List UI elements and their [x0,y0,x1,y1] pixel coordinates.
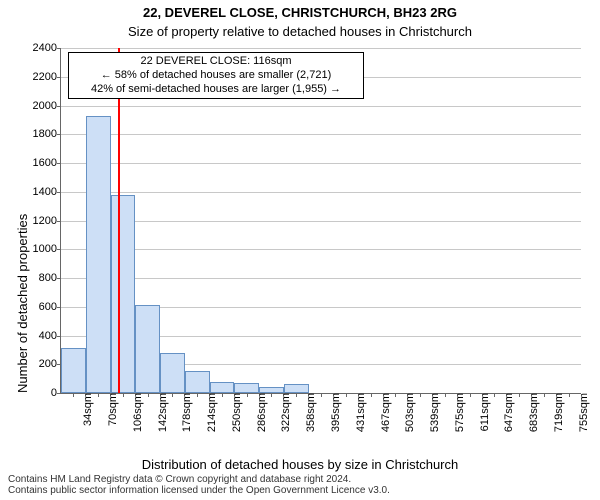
ytick-mark [57,393,61,394]
ytick-mark [57,192,61,193]
ytick-mark [57,77,61,78]
histogram-bar [185,371,210,393]
gridline [61,192,581,193]
xtick-label: 250sqm [227,393,243,432]
annotation-line3: 42% of semi-detached houses are larger (… [75,83,357,97]
xtick-mark [494,393,495,397]
gridline [61,249,581,250]
xtick-label: 683sqm [524,393,540,432]
gridline [61,134,581,135]
xtick-mark [123,393,124,397]
xtick-mark [321,393,322,397]
annotation-line2: ← 58% of detached houses are smaller (2,… [75,69,357,83]
xtick-mark [420,393,421,397]
xtick-mark [544,393,545,397]
xtick-mark [346,393,347,397]
xtick-mark [98,393,99,397]
histogram-bar [284,384,309,393]
xtick-mark [445,393,446,397]
y-axis-label: Number of detached properties [15,214,30,393]
histogram-bar [111,195,136,393]
xtick-mark [470,393,471,397]
ytick-mark [57,134,61,135]
xtick-label: 70sqm [103,393,119,426]
ytick-mark [57,278,61,279]
ytick-mark [57,336,61,337]
histogram-bar [61,348,86,393]
gridline [61,48,581,49]
xtick-label: 106sqm [128,393,144,432]
footer-line2: Contains public sector information licen… [8,485,390,496]
xtick-label: 395sqm [326,393,342,432]
xtick-label: 539sqm [425,393,441,432]
xtick-label: 286sqm [252,393,268,432]
ytick-mark [57,106,61,107]
xtick-mark [271,393,272,397]
xtick-label: 719sqm [549,393,565,432]
xtick-mark [172,393,173,397]
xtick-label: 431sqm [351,393,367,432]
xtick-label: 358sqm [301,393,317,432]
xtick-label: 647sqm [499,393,515,432]
histogram-bar [160,353,185,393]
gridline [61,221,581,222]
xtick-label: 611sqm [475,393,491,431]
ytick-mark [57,48,61,49]
xtick-label: 34sqm [78,393,94,426]
xtick-mark [222,393,223,397]
ytick-mark [57,221,61,222]
ytick-mark [57,307,61,308]
histogram-plot: 0200400600800100012001400160018002000220… [60,48,581,394]
page-subtitle: Size of property relative to detached ho… [0,24,600,39]
histogram-bar [234,383,259,393]
footer-line1: Contains HM Land Registry data © Crown c… [8,474,390,485]
xtick-mark [73,393,74,397]
annotation-line1: 22 DEVEREL CLOSE: 116sqm [75,55,357,69]
xtick-mark [371,393,372,397]
xtick-mark [519,393,520,397]
annotation-box: 22 DEVEREL CLOSE: 116sqm← 58% of detache… [68,52,364,99]
reference-line [118,48,120,393]
xtick-mark [296,393,297,397]
histogram-bar [210,382,235,394]
xtick-label: 755sqm [574,393,590,432]
histogram-bar [135,305,160,393]
histogram-bar [259,387,284,393]
footer-attribution: Contains HM Land Registry data © Crown c… [8,474,390,496]
xtick-label: 142sqm [153,393,169,432]
xtick-label: 214sqm [202,393,218,432]
gridline [61,278,581,279]
ytick-mark [57,249,61,250]
xtick-label: 322sqm [276,393,292,432]
gridline [61,106,581,107]
xtick-label: 178sqm [177,393,193,432]
xtick-mark [197,393,198,397]
xtick-label: 575sqm [450,393,466,432]
xtick-label: 503sqm [400,393,416,432]
ytick-mark [57,163,61,164]
xtick-mark [395,393,396,397]
xtick-mark [148,393,149,397]
histogram-bar [86,116,111,393]
gridline [61,163,581,164]
xtick-mark [247,393,248,397]
xtick-mark [569,393,570,397]
xtick-label: 467sqm [376,393,392,432]
x-axis-label: Distribution of detached houses by size … [0,457,600,472]
page-title-address: 22, DEVEREL CLOSE, CHRISTCHURCH, BH23 2R… [0,5,600,20]
